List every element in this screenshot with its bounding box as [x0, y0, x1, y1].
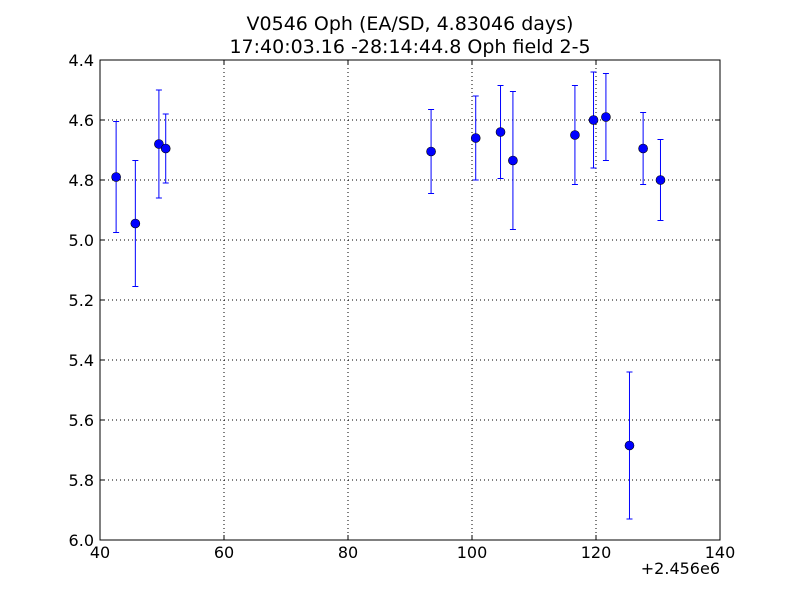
data-point	[624, 440, 635, 451]
data-point	[638, 143, 648, 154]
x-tick-label: 40	[90, 543, 110, 562]
x-tick-label: 60	[214, 543, 234, 562]
x-tick-label: 80	[338, 543, 358, 562]
y-tick-label: 5.6	[69, 411, 94, 430]
y-tick-label: 5.8	[69, 471, 94, 490]
data-point	[655, 175, 666, 185]
data-points	[111, 112, 666, 451]
y-tick-label: 5.2	[69, 291, 94, 310]
y-tick-label: 4.4	[69, 51, 94, 70]
y-tick-labels: 4.4 4.6 4.8 5.0 5.2 5.4 5.6 5.8 6.0	[69, 51, 94, 550]
y-tick-label: 6.0	[69, 531, 94, 550]
data-point	[160, 143, 171, 154]
data-point	[154, 139, 164, 149]
error-bars	[113, 71, 664, 520]
y-tick-label: 4.6	[69, 111, 94, 130]
chart-subtitle: 17:40:03.16 -28:14:44.8 Oph field 2-5	[229, 36, 590, 58]
x-tick-label: 140	[705, 543, 736, 562]
data-point	[570, 130, 580, 140]
data-point	[588, 115, 599, 125]
y-tick-label: 5.0	[69, 231, 94, 250]
data-point	[426, 146, 436, 157]
x-tick-labels: 40 60 80 100 120 140	[90, 543, 735, 562]
data-point	[470, 133, 481, 143]
x-tick-label: 100	[457, 543, 488, 562]
chart-title: V0546 Oph (EA/SD, 4.83046 days)	[247, 13, 574, 35]
x-offset-label: +2.456e6	[641, 559, 720, 578]
data-point	[508, 155, 518, 166]
x-tick-label: 120	[581, 543, 612, 562]
y-tick-label: 4.8	[69, 171, 94, 190]
grid-lines	[100, 60, 720, 540]
data-point	[130, 218, 141, 229]
y-tick-label: 5.4	[69, 351, 94, 370]
data-point	[601, 112, 611, 122]
data-point	[495, 127, 506, 137]
data-point	[111, 172, 121, 182]
axis-ticks	[99, 59, 721, 541]
